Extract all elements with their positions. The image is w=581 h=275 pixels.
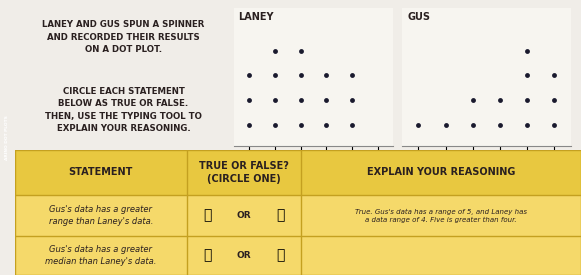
Bar [15, 236, 581, 275]
Text: LANEY AND GUS SPUN A SPINNER
AND RECORDED THEIR RESULTS
ON A DOT PLOT.: LANEY AND GUS SPUN A SPINNER AND RECORDE… [42, 20, 205, 54]
Text: 👍: 👍 [203, 249, 211, 263]
Text: 👎: 👎 [277, 208, 285, 222]
Text: Gus's data has a greater
median than Laney's data.: Gus's data has a greater median than Lan… [45, 245, 157, 266]
Text: EXPLAIN YOUR REASONING: EXPLAIN YOUR REASONING [367, 167, 515, 177]
Text: OR: OR [236, 211, 251, 220]
Text: 👎: 👎 [277, 249, 285, 263]
Text: TRUE OR FALSE?
(CIRCLE ONE): TRUE OR FALSE? (CIRCLE ONE) [199, 161, 289, 184]
Bar [15, 195, 581, 236]
Text: CIRCLE EACH STATEMENT
BELOW AS TRUE OR FALSE.
THEN, USE THE TYPING TOOL TO
EXPLA: CIRCLE EACH STATEMENT BELOW AS TRUE OR F… [45, 87, 202, 133]
Text: LANEY: LANEY [238, 12, 274, 22]
Text: Gus's data has a greater
range than Laney's data.: Gus's data has a greater range than Lane… [49, 205, 153, 226]
Text: GUS: GUS [407, 12, 430, 22]
Text: ARINO DOT PLOTS: ARINO DOT PLOTS [5, 115, 9, 160]
Text: STATEMENT: STATEMENT [69, 167, 133, 177]
Bar [15, 150, 581, 195]
Text: True. Gus's data has a range of 5, and Laney has
a data range of 4. Five is grea: True. Gus's data has a range of 5, and L… [355, 208, 527, 223]
Text: 👍: 👍 [203, 208, 211, 222]
Text: OR: OR [236, 251, 251, 260]
